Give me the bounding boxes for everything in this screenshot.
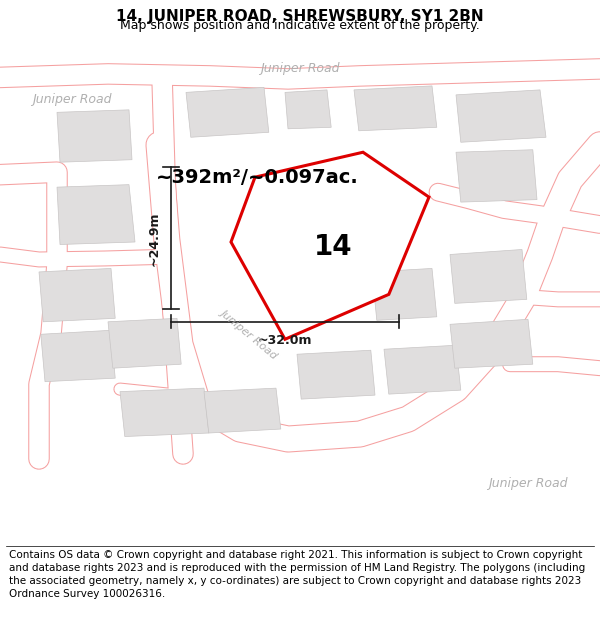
- Text: ~24.9m: ~24.9m: [147, 211, 160, 266]
- Polygon shape: [285, 90, 331, 129]
- Polygon shape: [450, 249, 527, 303]
- Polygon shape: [120, 388, 209, 436]
- Text: 14: 14: [314, 233, 352, 261]
- Polygon shape: [318, 169, 371, 214]
- Polygon shape: [186, 88, 269, 138]
- Polygon shape: [57, 110, 132, 162]
- Polygon shape: [456, 150, 537, 202]
- Polygon shape: [231, 152, 429, 339]
- Polygon shape: [456, 90, 546, 142]
- Polygon shape: [57, 184, 135, 244]
- Text: Juniper Road: Juniper Road: [488, 478, 568, 491]
- Polygon shape: [204, 388, 281, 433]
- Polygon shape: [39, 269, 115, 322]
- Text: ~32.0m: ~32.0m: [258, 334, 312, 348]
- Polygon shape: [41, 330, 115, 382]
- Text: ~392m²/~0.097ac.: ~392m²/~0.097ac.: [156, 168, 359, 187]
- Text: Contains OS data © Crown copyright and database right 2021. This information is : Contains OS data © Crown copyright and d…: [9, 550, 585, 599]
- Polygon shape: [384, 345, 461, 394]
- Polygon shape: [297, 350, 375, 399]
- Text: Juniper Road: Juniper Road: [218, 308, 280, 361]
- Polygon shape: [450, 319, 533, 368]
- Text: Juniper Road: Juniper Road: [260, 62, 340, 76]
- Polygon shape: [108, 318, 181, 368]
- Text: Map shows position and indicative extent of the property.: Map shows position and indicative extent…: [120, 19, 480, 32]
- Polygon shape: [354, 86, 437, 131]
- Polygon shape: [372, 269, 437, 320]
- Text: 14, JUNIPER ROAD, SHREWSBURY, SY1 2BN: 14, JUNIPER ROAD, SHREWSBURY, SY1 2BN: [116, 9, 484, 24]
- Text: Juniper Road: Juniper Road: [32, 93, 112, 106]
